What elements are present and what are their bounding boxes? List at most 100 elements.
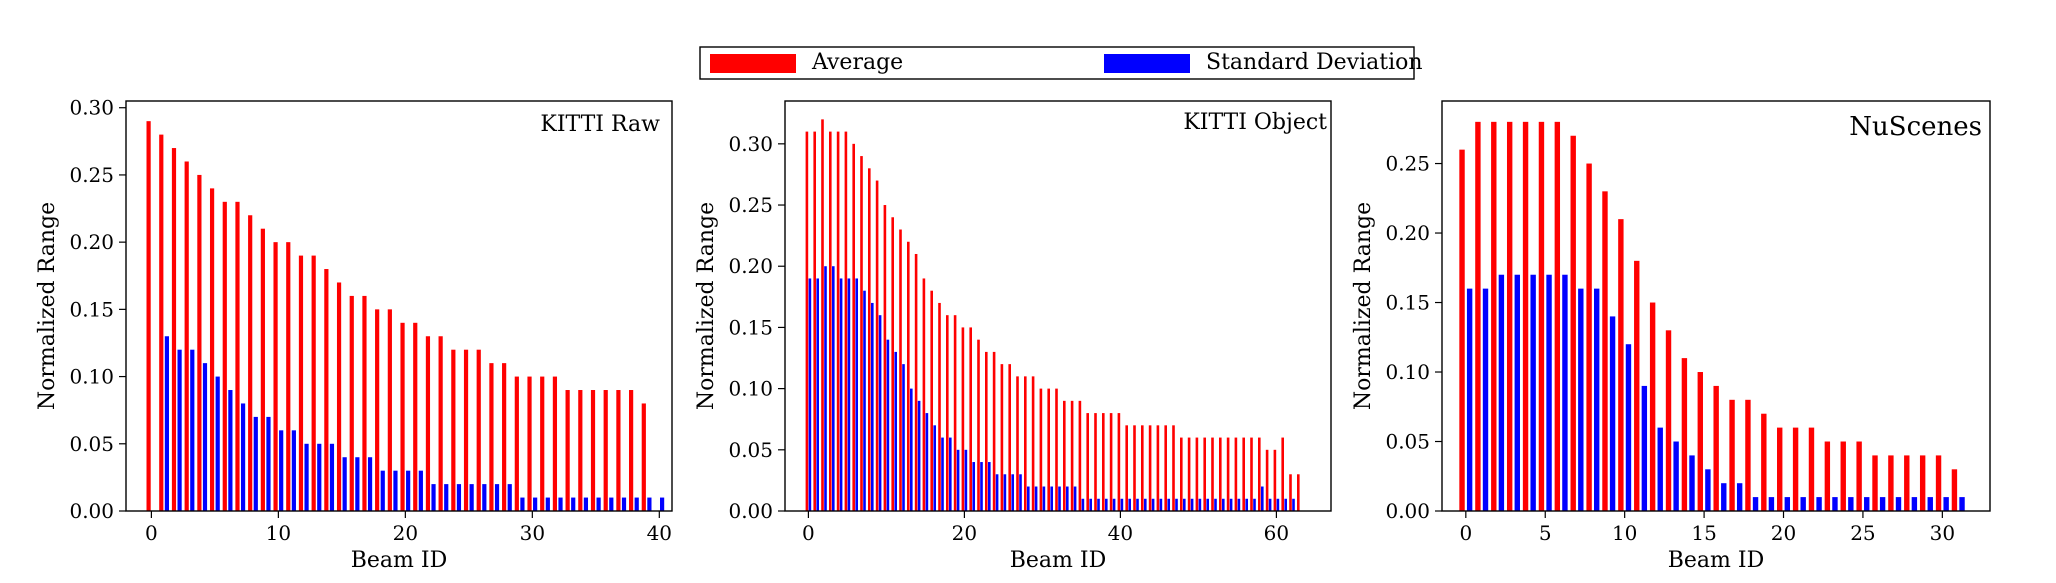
bar-standard-deviation-36 [1089,498,1092,511]
plot-frame [784,100,1332,512]
bar-average-36 [603,390,608,511]
bar-average-45 [1156,425,1160,511]
bar-standard-deviation-23 [1832,497,1838,511]
bar-standard-deviation-19 [956,449,960,511]
bar-standard-deviation-25 [1003,474,1007,511]
bar-standard-deviation-0 [1466,288,1473,511]
bar-average-30 [1935,455,1942,511]
bar-average-28 [1024,376,1027,511]
bar-standard-deviation-50 [1198,498,1202,511]
bar-standard-deviation-46 [1167,498,1170,511]
legend-swatch-average [710,54,796,73]
bar-average-32 [1055,388,1058,511]
bar-average-9 [260,228,265,511]
x-tick-label: 30 [1930,521,1955,545]
y-tick-label: 0.00 [728,499,773,523]
bar-average-9 [1602,191,1608,511]
bar-standard-deviation-8 [1594,288,1600,511]
bar-average-4 [197,174,202,511]
bar-average-30 [1039,388,1043,511]
bar-average-4 [1522,121,1529,511]
bar-standard-deviation-9 [266,416,271,511]
bar-standard-deviation-2 [824,266,827,511]
bar-average-29 [1031,376,1035,511]
bar-average-13 [311,255,316,511]
bar-average-2 [1491,121,1497,511]
bar-standard-deviation-6 [1562,274,1568,511]
y-tick-label: 0.20 [728,254,773,278]
bar-average-24 [451,349,456,511]
bar-average-5 [1538,121,1545,511]
x-tick-label: 60 [1264,521,1289,545]
bar-standard-deviation-18 [949,437,952,511]
bar-standard-deviation-20 [406,470,411,511]
bar-standard-deviation-34 [583,497,589,511]
bar-average-14 [324,269,329,511]
bar-standard-deviation-25 [469,484,474,511]
bar-standard-deviation-30 [1042,486,1046,511]
bar-standard-deviation-42 [1136,498,1139,511]
bar-standard-deviation-8 [871,302,874,511]
bar-average-31 [1951,469,1958,511]
bar-standard-deviation-10 [886,339,890,511]
bar-standard-deviation-47 [1175,498,1178,511]
bar-standard-deviation-22 [1816,497,1822,511]
bar-standard-deviation-24 [995,474,999,511]
bar-average-13 [907,241,910,511]
bar-standard-deviation-1 [1482,288,1489,511]
y-tick-label: 0.00 [1385,499,1430,523]
bar-average-10 [883,205,887,511]
bar-average-12 [298,255,304,511]
y-tick-label: 0.20 [1385,221,1430,245]
bar-average-18 [375,309,380,511]
bar-standard-deviation-57 [1253,498,1256,511]
bar-standard-deviation-0 [808,278,812,511]
bar-average-8 [1586,163,1592,512]
bar-standard-deviation-58 [1261,486,1264,511]
bar-average-60 [1273,449,1277,511]
bar-average-8 [248,215,253,511]
bar-average-16 [930,290,933,511]
bar-average-4 [836,131,840,511]
bar-average-5 [209,188,215,511]
x-tick-label: 10 [1612,521,1637,545]
bar-standard-deviation-6 [855,278,858,511]
bar-standard-deviation-28 [1027,486,1030,511]
bar-average-32 [552,376,558,511]
bar-standard-deviation-32 [558,497,563,511]
bar-average-15 [922,278,926,511]
y-axis-label: Normalized Range [694,202,719,410]
bar-average-44 [1148,425,1152,511]
y-tick-label: 0.15 [728,315,773,339]
bar-standard-deviation-14 [1689,455,1695,511]
bar-average-51 [1203,437,1206,511]
bar-average-31 [540,376,545,511]
bar-standard-deviation-59 [1268,498,1272,511]
bar-average-7 [235,201,240,511]
bar-standard-deviation-27 [494,484,500,511]
bar-average-57 [1250,437,1253,511]
bar-average-47 [1172,425,1175,511]
bar-average-2 [171,148,177,512]
bar-standard-deviation-15 [1705,469,1711,511]
panel-title: KITTI Object [1183,110,1327,135]
y-tick-label: 0.25 [1385,152,1430,176]
bar-average-63 [1297,474,1300,511]
bar-standard-deviation-18 [1752,497,1759,511]
bar-average-26 [476,349,481,511]
bar-standard-deviation-30 [1943,497,1949,511]
bar-average-23 [1824,441,1831,511]
bar-standard-deviation-21 [972,462,975,511]
bar-average-0 [146,121,151,511]
bar-standard-deviation-11 [894,351,897,511]
bar-standard-deviation-41 [1128,498,1131,511]
bar-standard-deviation-33 [571,497,576,511]
bar-standard-deviation-61 [1284,498,1287,511]
y-axis-label: Normalized Range [35,202,60,410]
bar-average-12 [899,229,902,511]
y-tick-label: 0.25 [69,163,114,187]
bar-standard-deviation-10 [1625,344,1632,511]
bar-average-33 [1063,400,1066,511]
bar-average-50 [1195,437,1199,511]
bar-average-19 [953,315,957,511]
